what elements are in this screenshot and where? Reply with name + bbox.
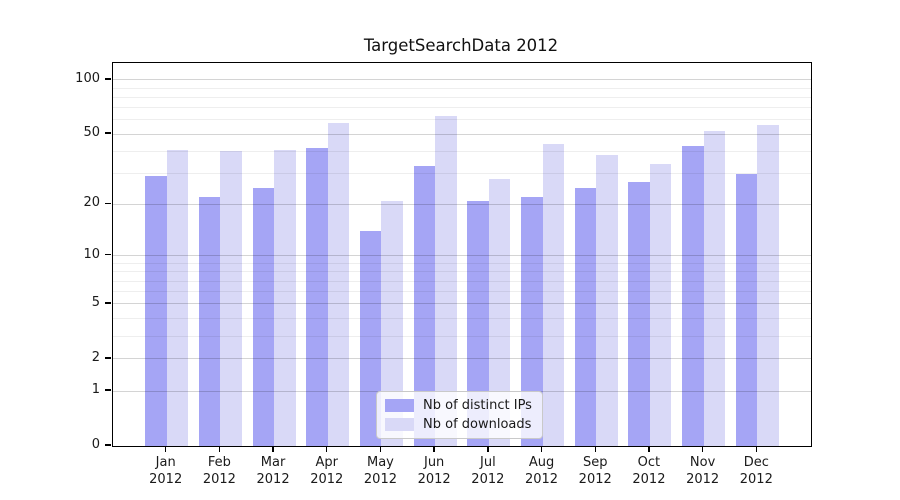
major-gridline bbox=[113, 133, 811, 135]
minor-gridline bbox=[113, 335, 811, 337]
x-tick bbox=[540, 446, 543, 452]
major-gridline bbox=[113, 358, 811, 360]
bar-nb-of-downloads-may bbox=[381, 200, 403, 446]
y-tick bbox=[105, 202, 111, 205]
major-gridline bbox=[113, 79, 811, 81]
x-tick bbox=[487, 446, 489, 452]
y-tick bbox=[105, 444, 111, 446]
x-tick-label-nov: Nov 2012 bbox=[686, 455, 720, 487]
x-tick bbox=[164, 446, 167, 452]
x-tick-label-jan: Jan 2012 bbox=[149, 455, 183, 487]
x-tick-label-apr: Apr 2012 bbox=[310, 455, 344, 487]
y-tick bbox=[105, 389, 111, 391]
x-tick bbox=[433, 446, 435, 452]
minor-gridline bbox=[113, 96, 811, 98]
x-tick bbox=[648, 446, 650, 452]
legend-entry-distinct-ips: Nb of distinct IPs bbox=[385, 398, 533, 413]
bar-nb-of-distinct-ips-mar bbox=[252, 187, 275, 446]
y-tick-label: 20 bbox=[83, 195, 100, 211]
y-tick-label: 100 bbox=[75, 70, 100, 86]
y-tick bbox=[105, 357, 111, 359]
bar-nb-of-downloads-aug bbox=[542, 144, 564, 446]
minor-gridline bbox=[113, 291, 811, 293]
minor-gridline bbox=[113, 150, 811, 152]
x-tick bbox=[218, 446, 221, 452]
legend-label-distinct-ips: Nb of distinct IPs bbox=[423, 398, 532, 413]
y-tick-label: 0 bbox=[91, 437, 100, 452]
bar-nb-of-downloads-sep bbox=[596, 155, 618, 446]
x-tick-label-mar: Mar 2012 bbox=[256, 455, 290, 487]
minor-gridline bbox=[113, 262, 811, 264]
chart-title: TargetSearchData 2012 bbox=[363, 36, 559, 55]
bar-nb-of-distinct-ips-nov bbox=[682, 145, 704, 446]
y-tick-label: 1 bbox=[91, 382, 100, 398]
y-tick-label: 5 bbox=[91, 294, 100, 310]
major-gridline bbox=[113, 203, 811, 205]
minor-gridline bbox=[113, 317, 811, 319]
x-tick bbox=[755, 446, 757, 452]
bar-nb-of-distinct-ips-jul bbox=[467, 200, 489, 446]
bar-nb-of-distinct-ips-aug bbox=[521, 197, 543, 446]
y-tick-label: 10 bbox=[83, 246, 100, 262]
y-tick-label: 50 bbox=[83, 125, 100, 141]
minor-gridline bbox=[113, 271, 811, 273]
major-gridline bbox=[113, 303, 811, 305]
legend-label-downloads: Nb of downloads bbox=[423, 417, 532, 432]
plot-area bbox=[112, 62, 812, 447]
bar-nb-of-downloads-dec bbox=[757, 125, 779, 446]
bar-nb-of-distinct-ips-jun bbox=[413, 166, 436, 446]
x-tick bbox=[326, 446, 328, 452]
x-tick-label-jun: Jun 2012 bbox=[417, 455, 451, 487]
bar-nb-of-downloads-feb bbox=[220, 151, 242, 446]
x-tick bbox=[594, 446, 596, 452]
bar-nb-of-downloads-oct bbox=[649, 163, 672, 446]
x-tick-label-aug: Aug 2012 bbox=[524, 455, 559, 487]
bar-nb-of-downloads-apr bbox=[327, 122, 350, 446]
bar-nb-of-distinct-ips-sep bbox=[574, 187, 597, 446]
minor-gridline bbox=[113, 107, 811, 109]
bar-nb-of-downloads-jun bbox=[435, 116, 457, 446]
x-tick-label-feb: Feb 2012 bbox=[202, 455, 236, 487]
bar-nb-of-downloads-nov bbox=[703, 131, 726, 446]
x-tick-label-dec: Dec 2012 bbox=[739, 455, 773, 487]
major-gridline bbox=[113, 255, 811, 257]
x-tick bbox=[701, 446, 704, 452]
legend-swatch-distinct-ips bbox=[385, 399, 414, 412]
bar-nb-of-distinct-ips-jan bbox=[145, 176, 167, 446]
bar-nb-of-distinct-ips-dec bbox=[735, 173, 758, 446]
x-tick-label-may: May 2012 bbox=[363, 455, 397, 487]
minor-gridline bbox=[113, 173, 811, 175]
legend-entry-downloads: Nb of downloads bbox=[385, 417, 533, 432]
y-tick bbox=[105, 302, 111, 304]
x-tick-label-oct: Oct 2012 bbox=[632, 455, 666, 487]
bar-nb-of-downloads-jul bbox=[488, 178, 511, 446]
y-tick bbox=[105, 132, 111, 134]
x-tick bbox=[272, 446, 274, 452]
minor-gridline bbox=[113, 119, 811, 121]
minor-gridline bbox=[113, 280, 811, 282]
bar-nb-of-downloads-jan bbox=[166, 149, 189, 446]
minor-gridline bbox=[113, 87, 811, 89]
x-tick-label-sep: Sep 2012 bbox=[578, 455, 612, 487]
bar-nb-of-distinct-ips-feb bbox=[198, 197, 221, 446]
bar-nb-of-distinct-ips-apr bbox=[306, 147, 328, 446]
y-tick bbox=[105, 78, 111, 80]
y-tick bbox=[105, 254, 111, 256]
bar-nb-of-downloads-mar bbox=[274, 149, 296, 446]
legend-swatch-downloads bbox=[385, 418, 414, 431]
x-tick-label-jul: Jul 2012 bbox=[471, 455, 505, 487]
bar-nb-of-distinct-ips-oct bbox=[628, 181, 650, 446]
x-tick bbox=[379, 446, 382, 452]
legend: Nb of distinct IPs Nb of downloads bbox=[376, 391, 543, 439]
y-tick-label: 2 bbox=[91, 349, 100, 365]
